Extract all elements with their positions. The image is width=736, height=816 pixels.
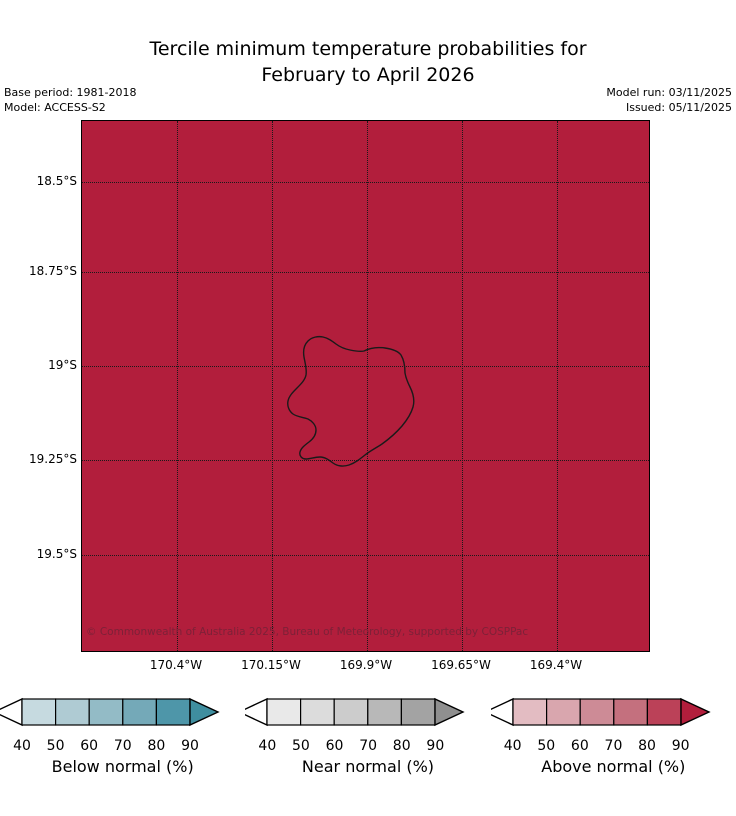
map-panel: © Commonwealth of Australia 2025, Bureau… — [81, 120, 650, 652]
colorbar-under-arrow — [0, 697, 23, 727]
metadata-left: Base period: 1981-2018 Model: ACCESS-S2 — [4, 85, 136, 115]
colorbar-band — [300, 698, 336, 726]
colorbar-band — [646, 698, 682, 726]
model-run-label: Model run: 03/11/2025 — [606, 86, 732, 99]
colorbar-tick-label: 60 — [570, 738, 589, 754]
colorbar-tick-label: 50 — [292, 738, 310, 754]
colorbar-below-normal: 40 50 60 70 80 90 Below normal (%) — [0, 697, 245, 797]
colorbar-tick-label: 40 — [258, 738, 277, 754]
colorbar-band — [88, 698, 124, 726]
colorbar-band — [579, 698, 615, 726]
colorbar-title-above-normal: Above normal (%) — [541, 757, 686, 776]
colorbar-band — [122, 698, 158, 726]
colorbar-band — [266, 698, 302, 726]
y-axis-tick-label: 19.5°S — [36, 547, 77, 561]
colorbar-title-near-normal: Near normal (%) — [301, 757, 435, 776]
colorbar-band — [545, 698, 581, 726]
title-line-2: February to April 2026 — [261, 64, 475, 86]
colorbar-ticks-above-normal: 40 50 60 70 80 90 — [491, 738, 736, 756]
colorbar-near-normal: 40 50 60 70 80 90 Near normal (%) — [245, 697, 490, 797]
colorbar-over-arrow — [679, 697, 711, 727]
colorbar-tick-label: 80 — [147, 738, 166, 754]
colorbar-band — [54, 698, 90, 726]
colorbar-band — [333, 698, 369, 726]
island-outline-tanna — [287, 335, 415, 467]
colorbar-band — [367, 698, 403, 726]
colorbar-tick-label: 60 — [325, 738, 344, 754]
colorbar-tick-label: 80 — [392, 738, 411, 754]
colorbar-tick-label: 70 — [604, 738, 623, 754]
colorbar-tick-label: 70 — [113, 738, 132, 754]
colorbar-tick-label: 50 — [46, 738, 65, 754]
model-label: Model: ACCESS-S2 — [4, 101, 106, 114]
colorbar-tick-label: 80 — [638, 738, 656, 754]
x-axis-tick-label: 169.65°W — [431, 658, 491, 672]
colorbar-under-arrow — [490, 697, 514, 727]
colorbar-band — [21, 698, 57, 726]
colorbar-ticks-near-normal: 40 50 60 70 80 90 — [245, 738, 490, 756]
legend-row: 40 50 60 70 80 90 Below normal (%) 40 50 60 70 80 90… — [0, 697, 736, 797]
colorbar-tick-label: 90 — [181, 738, 199, 754]
page-title: Tercile minimum temperature probabilitie… — [0, 36, 736, 88]
x-axis-tick-label: 170.15°W — [241, 658, 301, 672]
colorbar-band — [612, 698, 648, 726]
colorbar-scale-near-normal — [245, 697, 490, 739]
colorbar-title-below-normal: Below normal (%) — [51, 757, 194, 776]
x-axis-longitude: 170.4°W 170.15°W 169.9°W 169.65°W 169.4°W — [81, 659, 650, 677]
base-period-label: Base period: 1981-2018 — [4, 86, 137, 99]
y-axis-tick-label: 18.5°S — [36, 174, 77, 188]
colorbar-tick-label: 90 — [671, 738, 690, 754]
colorbar-ticks-below-normal: 40 50 60 70 80 90 — [0, 738, 245, 756]
metadata-right: Model run: 03/11/2025 Issued: 05/11/2025 — [606, 85, 732, 115]
issued-label: Issued: 05/11/2025 — [625, 101, 732, 114]
colorbar-tick-label: 70 — [359, 738, 378, 754]
colorbar-tick-label: 50 — [537, 738, 556, 754]
colorbar-tick-label: 60 — [80, 738, 99, 754]
y-axis-tick-label: 19°S — [48, 358, 77, 372]
colorbar-tick-label: 40 — [13, 738, 31, 754]
colorbar-over-arrow — [434, 697, 465, 727]
colorbar-scale-below-normal — [0, 697, 245, 739]
title-line-1: Tercile minimum temperature probabilitie… — [149, 38, 587, 60]
copyright-text: © Commonwealth of Australia 2025, Bureau… — [86, 626, 529, 638]
y-axis-tick-label: 19.25°S — [29, 452, 77, 466]
x-axis-tick-label: 170.4°W — [149, 658, 203, 672]
x-axis-tick-label: 169.4°W — [529, 658, 583, 672]
y-axis-tick-label: 18.75°S — [29, 264, 77, 278]
colorbar-band — [401, 698, 436, 726]
colorbar-tick-label: 40 — [503, 738, 522, 754]
y-axis-latitude: 18.5°S 18.75°S 19°S 19.25°S 19.5°S — [0, 120, 77, 652]
colorbar-under-arrow — [245, 697, 269, 727]
colorbar-band — [512, 698, 547, 726]
colorbar-above-normal: 40 50 60 70 80 90 Above normal (%) — [490, 697, 736, 797]
x-axis-tick-label: 169.9°W — [339, 658, 393, 672]
colorbar-band — [155, 698, 191, 726]
colorbar-tick-label: 90 — [426, 738, 445, 754]
colorbar-over-arrow — [189, 697, 220, 727]
colorbar-scale-above-normal — [490, 697, 736, 739]
